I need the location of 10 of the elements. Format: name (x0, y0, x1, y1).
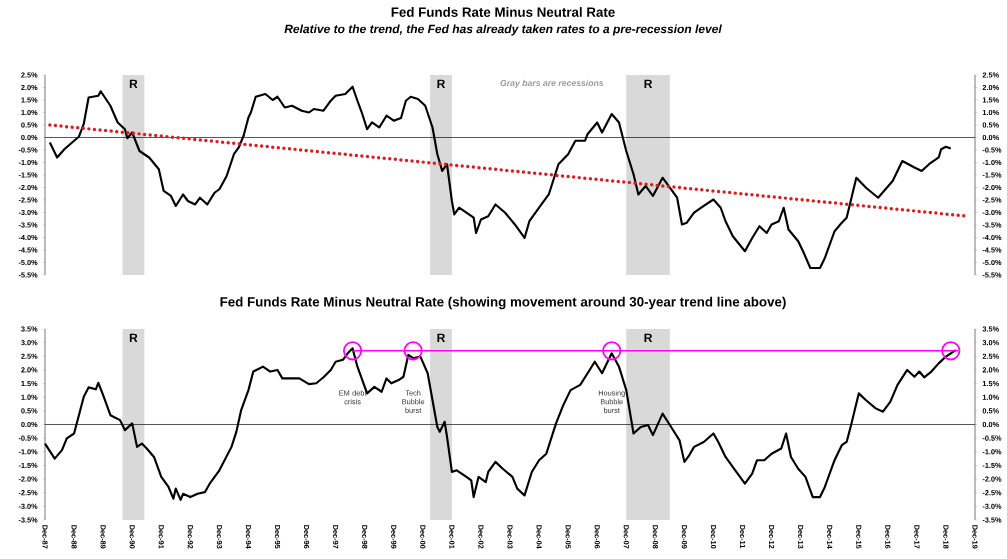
band-label: R (644, 333, 653, 342)
band-label: R (129, 333, 138, 342)
chart-title: Fed Funds Rate Minus Neutral Rate (showing movement around 30-year trend line above) (220, 296, 786, 310)
band-label: R (437, 79, 446, 88)
chart-subtitle: Relative to the trend, the Fed has already taken rates to a pre-recession level (284, 24, 722, 36)
band-label: R (644, 79, 653, 88)
annotation: Gray bars are recessions (500, 79, 604, 88)
band-label: R (129, 79, 138, 88)
chart-title: Fed Funds Rate Minus Neutral Rate (391, 7, 615, 17)
band-label: R (437, 333, 446, 342)
